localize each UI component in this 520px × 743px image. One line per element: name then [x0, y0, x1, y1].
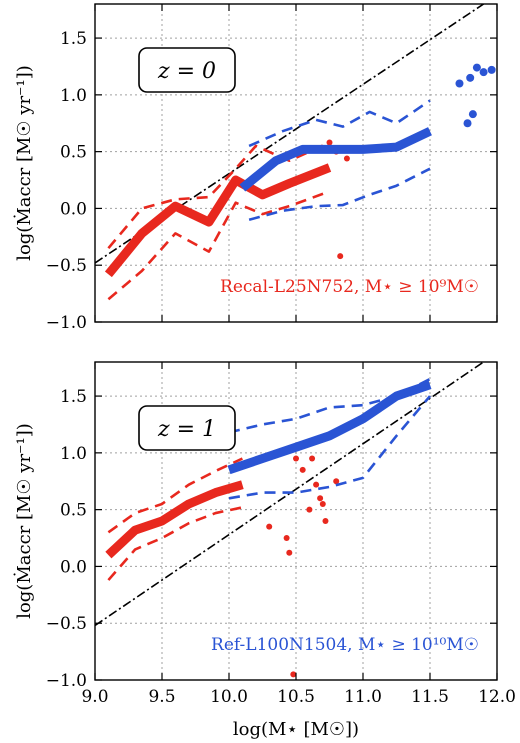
sample-annotation: Ref-L100N1504, M⋆ ≥ 10¹⁰M☉ — [211, 635, 479, 655]
series-blue-percentile — [228, 377, 431, 434]
y-tick-label: 0.5 — [60, 143, 87, 163]
data-point-red — [286, 549, 293, 556]
sample-annotation: Recal-L25N752, M⋆ ≥ 10⁹M☉ — [220, 277, 479, 297]
data-point-red — [283, 535, 290, 542]
data-point-red — [322, 518, 329, 524]
panel-label-box — [138, 405, 236, 451]
data-point-red — [343, 155, 350, 162]
data-point-red — [299, 466, 306, 473]
reference-line — [95, 4, 485, 264]
data-point-blue — [455, 79, 464, 88]
data-point-red — [317, 495, 324, 502]
data-point-blue — [472, 63, 481, 72]
x-tick-label: 9.0 — [81, 687, 108, 707]
panel-1: −1.0 −0.5 0.0 0.5 1.0 1.5 z = 0 Recal-L25N752, … — [12, 3, 498, 333]
x-axis-label: log(M⋆ [M☉]) — [233, 719, 359, 740]
y-tick-label: 1.5 — [60, 387, 87, 407]
y-tick-label: 1.0 — [60, 86, 87, 106]
data-point-red — [266, 523, 273, 530]
series-blue-percentile — [248, 167, 431, 222]
x-tick-label: 11.0 — [344, 687, 382, 707]
data-point-red — [337, 253, 344, 260]
series-blue-median — [227, 380, 432, 475]
panel-label-box — [138, 47, 236, 93]
y-tick-label: −1.0 — [46, 313, 87, 333]
y-tick-label: 0.5 — [60, 501, 87, 521]
x-tick-label: 10.5 — [277, 687, 315, 707]
series-red-percentile — [107, 190, 330, 301]
y-axis-label: log(Ṁaccr [M☉ yr⁻¹]) — [12, 423, 35, 619]
panel-2: 9.0 9.5 10.0 10.5 11.0 11.5 12.0 −1.0 −0.5 0.0 0.5… — [12, 361, 516, 707]
x-tick-label: 9.5 — [148, 687, 175, 707]
data-point-red — [309, 455, 316, 462]
data-point-blue — [468, 110, 477, 119]
data-point-red — [306, 506, 313, 513]
data-point-red — [290, 671, 297, 678]
y-tick-label: 1.0 — [60, 444, 87, 464]
series-red-percentile — [107, 457, 243, 534]
data-point-blue — [487, 65, 496, 74]
y-tick-label: −1.0 — [46, 671, 87, 691]
plot-area — [95, 362, 485, 678]
series-blue-percentile — [248, 99, 431, 148]
series-red-median — [105, 480, 244, 559]
data-point-red — [326, 139, 333, 146]
data-point-red — [319, 500, 326, 507]
y-tick-label: −0.5 — [46, 256, 87, 276]
y-tick-label: −0.5 — [46, 614, 87, 634]
series-blue-percentile — [228, 395, 431, 500]
y-tick-label: 0.0 — [60, 199, 87, 219]
series-red-median — [104, 163, 332, 278]
y-tick-label: 0.0 — [60, 557, 87, 577]
panel-label: z = 0 — [157, 59, 216, 84]
series-red-percentile — [107, 506, 243, 581]
x-tick-label: 11.5 — [411, 687, 449, 707]
data-point-blue — [466, 73, 475, 82]
series-blue-median — [239, 127, 432, 192]
y-axis-label: log(Ṁaccr [M☉ yr⁻¹]) — [12, 65, 35, 261]
y-tick-label: 1.5 — [60, 29, 87, 49]
data-point-blue — [479, 68, 488, 77]
plot-area — [95, 4, 496, 301]
data-point-red — [333, 478, 340, 485]
x-tick-label: 10.0 — [210, 687, 248, 707]
data-point-red — [313, 481, 320, 488]
data-point-blue — [463, 119, 472, 128]
data-point-red — [293, 455, 299, 462]
panel-label: z = 1 — [157, 417, 216, 442]
x-tick-label: 12.0 — [478, 687, 516, 707]
